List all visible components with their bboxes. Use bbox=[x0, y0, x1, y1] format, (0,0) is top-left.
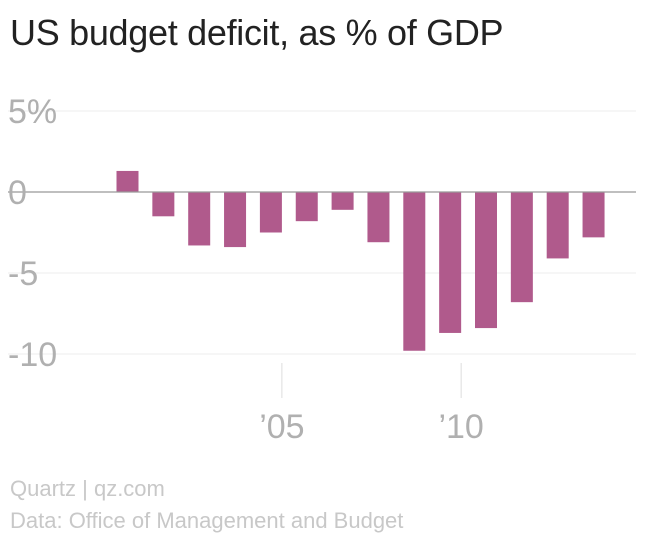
y-tick-label: 5% bbox=[8, 93, 57, 131]
bar-chart: 5% 0 -5 -10 ’05 ’10 bbox=[8, 93, 636, 446]
bar-2009 bbox=[403, 192, 426, 351]
gridlines bbox=[8, 110, 636, 355]
bar-2006 bbox=[295, 192, 318, 222]
x-tick-marks bbox=[281, 363, 462, 398]
bar-2003 bbox=[188, 192, 211, 246]
bar-2008 bbox=[367, 192, 390, 243]
bar-2001 bbox=[116, 170, 139, 192]
bar-2002 bbox=[152, 192, 175, 217]
footer-source: Data: Office of Management and Budget bbox=[10, 508, 404, 533]
bar-2012 bbox=[510, 192, 533, 303]
chart-title: US budget deficit, as % of GDP bbox=[10, 12, 504, 53]
y-tick-label: -10 bbox=[8, 336, 57, 374]
y-tick-label: 0 bbox=[8, 174, 27, 212]
footer-brand: Quartz | qz.com bbox=[10, 476, 165, 501]
bar-2005 bbox=[259, 192, 282, 233]
x-tick-label: ’05 bbox=[259, 408, 304, 446]
x-tick-label: ’10 bbox=[438, 408, 483, 446]
bar-2013 bbox=[546, 192, 569, 259]
bar-2004 bbox=[224, 192, 247, 248]
bar-2007 bbox=[331, 192, 354, 210]
bar-2014 bbox=[582, 192, 605, 238]
tick-labels: 5% 0 -5 -10 ’05 ’10 bbox=[8, 93, 484, 446]
bar-2011 bbox=[475, 192, 497, 329]
bar-2010 bbox=[439, 192, 462, 333]
bars bbox=[116, 170, 605, 351]
y-tick-label: -5 bbox=[8, 255, 38, 293]
